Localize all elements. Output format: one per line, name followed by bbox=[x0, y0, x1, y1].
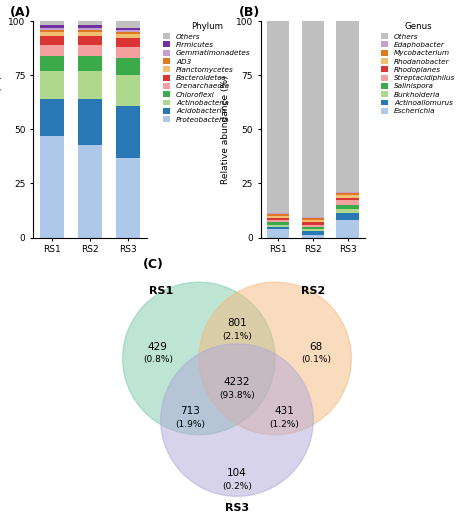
Bar bbox=[301, 220, 324, 222]
Bar bbox=[116, 30, 140, 32]
Circle shape bbox=[199, 282, 351, 435]
Text: 104: 104 bbox=[227, 468, 247, 478]
Bar bbox=[267, 227, 289, 229]
Bar bbox=[40, 25, 64, 27]
Circle shape bbox=[123, 282, 275, 435]
Bar bbox=[40, 136, 64, 238]
Text: RS1: RS1 bbox=[149, 286, 173, 296]
Bar bbox=[78, 30, 102, 32]
Bar bbox=[301, 217, 324, 218]
Bar bbox=[78, 71, 102, 99]
Bar bbox=[40, 32, 64, 36]
Bar bbox=[116, 34, 140, 39]
Bar bbox=[301, 227, 324, 229]
Circle shape bbox=[161, 344, 313, 496]
Bar bbox=[336, 195, 359, 197]
Text: (93.8%): (93.8%) bbox=[219, 391, 255, 400]
Bar bbox=[336, 197, 359, 200]
Bar bbox=[116, 47, 140, 58]
Bar bbox=[78, 145, 102, 238]
Legend: Others, Edaphobacter, Mycobacterium, Rhodanobacter, Rhodoplanes, Streptacidiphil: Others, Edaphobacter, Mycobacterium, Rho… bbox=[378, 20, 458, 117]
Bar bbox=[301, 231, 324, 235]
Bar bbox=[40, 71, 64, 99]
Bar bbox=[78, 21, 102, 25]
Text: RS3: RS3 bbox=[225, 503, 249, 513]
Bar bbox=[267, 213, 289, 214]
Bar bbox=[116, 39, 140, 47]
Text: (1.2%): (1.2%) bbox=[269, 420, 299, 429]
Y-axis label: Relative abundance (%): Relative abundance (%) bbox=[0, 75, 3, 184]
Bar bbox=[78, 36, 102, 45]
Bar bbox=[267, 222, 289, 224]
Text: (2.1%): (2.1%) bbox=[222, 332, 252, 341]
Text: RS2: RS2 bbox=[301, 286, 325, 296]
Bar bbox=[40, 99, 64, 136]
Text: (B): (B) bbox=[239, 6, 261, 19]
Bar bbox=[40, 30, 64, 32]
Text: 713: 713 bbox=[180, 406, 200, 416]
Bar bbox=[267, 216, 289, 218]
Bar bbox=[116, 21, 140, 27]
Bar bbox=[78, 99, 102, 145]
Bar bbox=[301, 235, 324, 238]
Bar bbox=[267, 229, 289, 238]
Bar bbox=[301, 222, 324, 224]
Text: 431: 431 bbox=[274, 406, 294, 416]
Bar bbox=[267, 21, 289, 213]
Bar bbox=[267, 220, 289, 222]
Bar bbox=[336, 213, 359, 220]
Bar bbox=[116, 27, 140, 30]
Bar bbox=[116, 75, 140, 106]
Bar bbox=[40, 45, 64, 56]
Bar bbox=[336, 192, 359, 193]
Bar bbox=[301, 229, 324, 231]
Text: (0.1%): (0.1%) bbox=[301, 355, 331, 364]
Y-axis label: Relative abundance (%): Relative abundance (%) bbox=[221, 75, 230, 184]
Bar bbox=[40, 36, 64, 45]
Bar bbox=[40, 27, 64, 30]
Bar bbox=[116, 32, 140, 34]
Bar bbox=[336, 210, 359, 213]
Bar bbox=[267, 224, 289, 227]
Bar bbox=[78, 27, 102, 30]
Text: (A): (A) bbox=[9, 6, 31, 19]
Text: (1.9%): (1.9%) bbox=[175, 420, 205, 429]
Text: 801: 801 bbox=[227, 318, 247, 328]
Bar bbox=[40, 56, 64, 71]
Text: 68: 68 bbox=[310, 342, 323, 352]
Bar bbox=[116, 106, 140, 157]
Bar bbox=[267, 214, 289, 216]
Bar bbox=[78, 56, 102, 71]
Bar bbox=[336, 21, 359, 192]
Bar bbox=[116, 58, 140, 75]
Text: (C): (C) bbox=[143, 258, 164, 270]
Legend: Others, Firmicutes, Gemmatimonadetes, AD3, Planctomycetes, Bacteroidetes, Crenar: Others, Firmicutes, Gemmatimonadetes, AD… bbox=[160, 20, 254, 126]
Text: (0.2%): (0.2%) bbox=[222, 482, 252, 491]
Bar bbox=[78, 45, 102, 56]
Bar bbox=[301, 224, 324, 227]
Text: 429: 429 bbox=[148, 342, 168, 352]
Bar bbox=[40, 21, 64, 25]
Bar bbox=[267, 218, 289, 220]
Bar bbox=[301, 218, 324, 220]
Bar bbox=[116, 157, 140, 238]
Bar bbox=[336, 205, 359, 210]
Bar bbox=[336, 220, 359, 238]
Bar bbox=[336, 200, 359, 205]
Text: (0.8%): (0.8%) bbox=[143, 355, 173, 364]
Bar bbox=[78, 25, 102, 27]
Bar bbox=[78, 32, 102, 36]
Bar bbox=[301, 21, 324, 217]
Text: 4232: 4232 bbox=[224, 377, 250, 387]
Bar bbox=[336, 193, 359, 195]
